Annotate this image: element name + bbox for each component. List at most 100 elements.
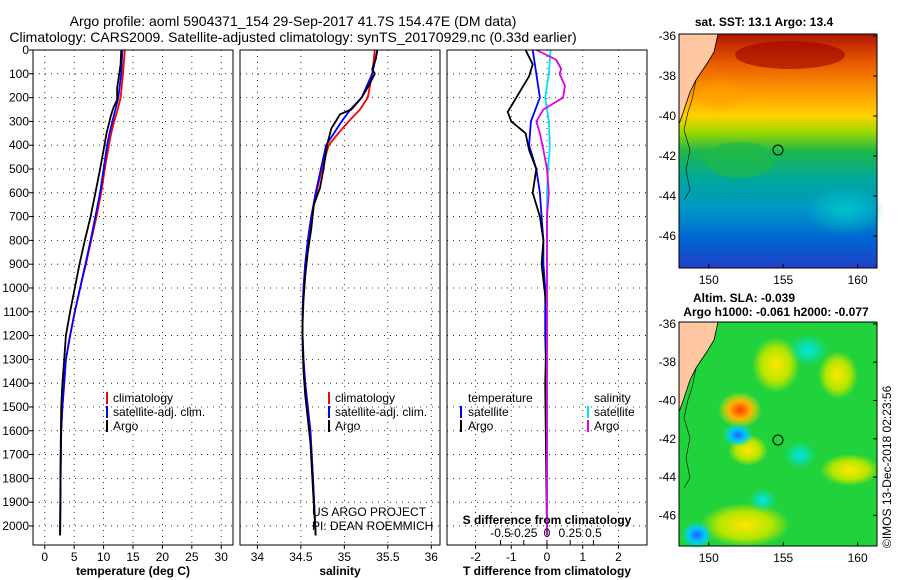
series-t-satellite — [528, 49, 548, 536]
x-tick-label: 30 — [215, 550, 229, 564]
y-tick-label: 1400 — [2, 376, 29, 390]
title-line-1: Argo profile: aoml 5904371_154 29-Sep-20… — [70, 13, 517, 29]
copyright-stamp: ©IMOS 13-Dec-2018 02:23:56 — [880, 385, 894, 548]
map-y-tick-label: -46 — [659, 508, 677, 522]
sla-map-subtitle: Argo h1000: -0.061 h2000: -0.077 — [683, 305, 869, 319]
x-tick-label: 0 — [41, 550, 48, 564]
y-tick-label: 2000 — [2, 519, 29, 533]
series-satellite-adj-clim — [59, 49, 124, 536]
title-line-2: Climatology: CARS2009. Satellite-adjuste… — [9, 29, 576, 45]
x-tick-label: 35 — [338, 550, 352, 564]
map-x-tick-label: 150 — [699, 273, 719, 287]
x-tick-label: 35.5 — [376, 550, 400, 564]
y-tick-label: 300 — [9, 114, 29, 128]
sla-float-marker — [772, 434, 784, 446]
map-y-tick-label: -36 — [659, 317, 677, 331]
difference-legend: temperature satellite Argo salinity sate… — [460, 391, 635, 433]
series-argo — [301, 49, 379, 536]
temperature-series — [59, 49, 126, 536]
series-s-argo — [535, 49, 566, 536]
map-y-tick-label: -42 — [659, 432, 677, 446]
temperature-legend: climatology satellite-adj. clim. Argo — [106, 391, 205, 433]
salinity-legend: climatology satellite-adj. clim. Argo — [328, 391, 427, 433]
legend-salinity-title: salinity — [594, 391, 631, 405]
x-tick-label: -2 — [470, 550, 481, 564]
s-tick-label: 0 — [544, 526, 551, 540]
map-y-tick-label: -42 — [659, 149, 677, 163]
sst-map-frame — [678, 33, 878, 269]
x-tick-label: 10 — [97, 550, 111, 564]
x-tick-label: 1 — [579, 550, 586, 564]
y-tick-label: 0 — [22, 43, 29, 57]
legend-t-satellite-label: satellite — [468, 405, 509, 419]
map-y-tick-label: -38 — [659, 355, 677, 369]
map-y-tick-label: -44 — [659, 470, 677, 484]
difference-sticks: -0.5 -0.25 0 0.25 0.5 — [490, 526, 602, 545]
y-tick-label: 400 — [9, 138, 29, 152]
map-x-tick-label: 160 — [848, 551, 868, 565]
pi-annotation: PI: DEAN ROEMMICH — [312, 519, 433, 533]
y-tick-label: 800 — [9, 233, 29, 247]
sla-map-xticks: 150 155 160 — [699, 542, 868, 565]
series-satellite-adj-clim — [301, 49, 379, 536]
series-t-argo — [506, 49, 548, 536]
sla-map-field — [679, 322, 880, 549]
s-tick-label: -0.5 — [490, 526, 511, 540]
x-tick-label: -1 — [506, 550, 517, 564]
sla-map-title: Altim. SLA: -0.039 — [693, 291, 795, 305]
y-tick-label: 1300 — [2, 352, 29, 366]
legend-t-argo-label: Argo — [468, 419, 494, 433]
salinity-frame — [239, 49, 441, 546]
x-tick-label: 5 — [71, 550, 78, 564]
sst-map-panel: sat. SST: 13.1 Argo: 13.4 150 155 160 -36 -… — [659, 15, 885, 287]
salinity-series — [301, 49, 379, 536]
x-tick-label: 20 — [156, 550, 170, 564]
map-y-tick-label: -40 — [659, 109, 677, 123]
sla-map-yticks: -36 -38 -40 -42 -44 -46 — [659, 317, 877, 522]
difference-series — [506, 49, 566, 536]
map-y-tick-label: -40 — [659, 393, 677, 407]
difference-xticks: -2 -1 0 1 2 — [470, 545, 622, 564]
temperature-xlabel: temperature (deg C) — [76, 564, 190, 578]
legend-satellite-label: satellite-adj. clim. — [113, 405, 205, 419]
sst-map-title: sat. SST: 13.1 Argo: 13.4 — [695, 15, 834, 29]
y-tick-label: 600 — [9, 186, 29, 200]
y-tick-label: 1100 — [3, 305, 29, 319]
salinity-xticks: 34 34.5 35 35.5 36 — [251, 545, 439, 564]
sla-map-frame — [678, 321, 878, 547]
y-tick-label: 900 — [9, 257, 29, 271]
y-tick-label: 1800 — [2, 471, 29, 485]
legend-temperature-title: temperature — [468, 391, 533, 405]
series-climatology — [59, 49, 126, 536]
salinity-xlabel: salinity — [319, 564, 361, 578]
y-tick-label: 1500 — [2, 400, 29, 414]
map-x-tick-label: 155 — [773, 273, 793, 287]
legend-satellite-label: satellite-adj. clim. — [335, 405, 427, 419]
legend-climatology-label: climatology — [113, 391, 173, 405]
y-tick-label: 1000 — [2, 281, 29, 295]
x-tick-label: 36 — [425, 550, 439, 564]
x-tick-label: 2 — [615, 550, 622, 564]
legend-climatology-label: climatology — [335, 391, 395, 405]
legend-s-argo-label: Argo — [594, 419, 620, 433]
y-tick-label: 1700 — [2, 448, 29, 462]
x-tick-label: 15 — [126, 550, 140, 564]
salinity-panel: 34 34.5 35 35.5 36 salinity climatology sate… — [239, 49, 441, 578]
legend-argo-label: Argo — [113, 419, 139, 433]
map-y-tick-label: -36 — [659, 29, 677, 43]
series-climatology — [301, 49, 376, 536]
map-x-tick-label: 160 — [848, 273, 868, 287]
temperature-yticks: 0 100 200 300 400 500 600 700 800 900 1000 1100 1200… — [2, 43, 33, 533]
legend-argo-label: Argo — [335, 419, 361, 433]
map-x-tick-label: 155 — [773, 551, 793, 565]
sst-map-yticks: -36 -38 -40 -42 -44 -46 — [659, 29, 877, 243]
map-y-tick-label: -44 — [659, 189, 677, 203]
y-tick-label: 1600 — [2, 424, 29, 438]
difference-panel: -2 -1 0 1 2 -0.5 -0.25 0 0.25 0.5 T difference f… — [446, 49, 648, 578]
s-difference-label: S difference from climatology — [463, 513, 632, 527]
y-tick-label: 1200 — [2, 329, 29, 343]
project-annotation: US ARGO PROJECT — [312, 505, 427, 519]
map-y-tick-label: -46 — [659, 229, 677, 243]
sla-map-panel: Altim. SLA: -0.039 Argo h1000: -0.061 h2… — [659, 291, 880, 565]
